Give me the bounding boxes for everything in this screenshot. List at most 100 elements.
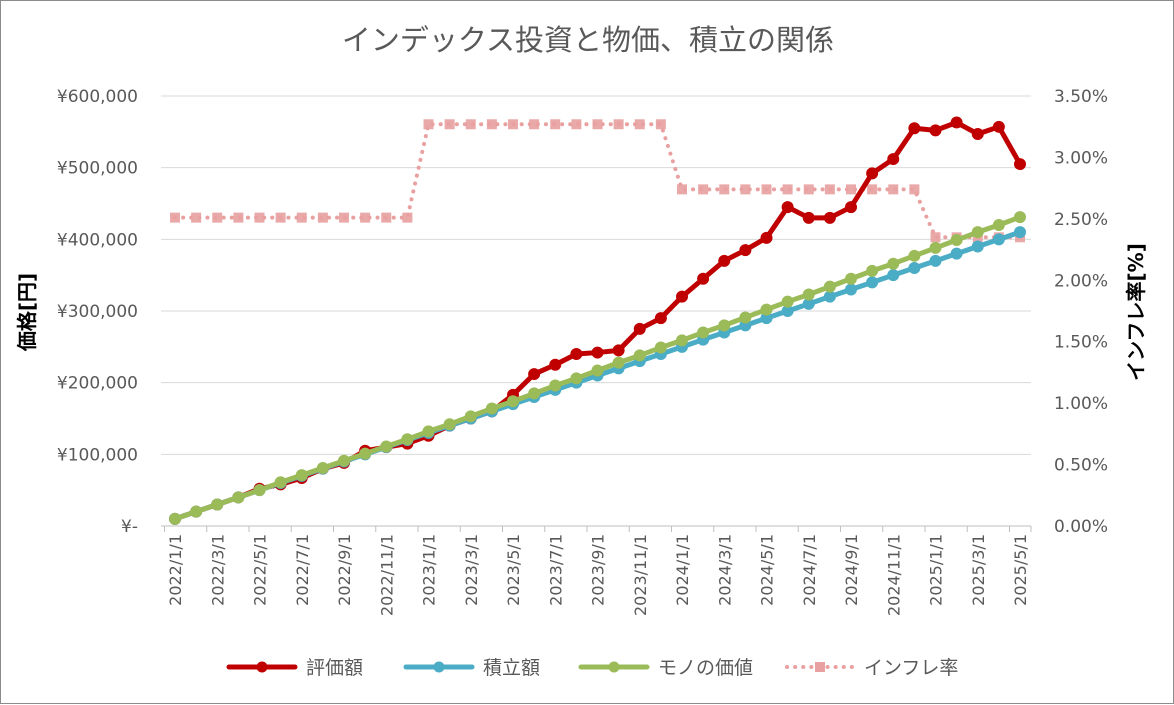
legend-label: インフレ率: [864, 657, 958, 679]
data-point: [654, 341, 667, 354]
y2-tick-label: 1.50%: [1054, 333, 1108, 353]
data-point: [422, 425, 435, 438]
x-tick-label: 2022/3/1: [208, 534, 227, 606]
data-point: [908, 262, 921, 274]
data-point: [887, 257, 900, 270]
data-point: [950, 116, 963, 129]
gridlines: [161, 95, 1031, 527]
data-point: [254, 212, 265, 223]
data-point: [591, 346, 604, 359]
data-point: [233, 212, 244, 223]
data-point: [761, 184, 772, 195]
data-point: [718, 319, 731, 332]
data-point: [295, 469, 308, 482]
x-tick-label: 2023/3/1: [462, 534, 481, 606]
data-point: [760, 231, 773, 244]
data-point: [591, 364, 604, 377]
data-point: [360, 212, 371, 223]
data-point: [655, 119, 666, 130]
legend-label: 評価額: [306, 657, 363, 679]
data-point: [929, 254, 942, 267]
legend: 評価額 積立額 モノの価値 インフレ率: [226, 657, 958, 679]
data-point: [760, 303, 773, 316]
data-point: [823, 280, 836, 293]
x-tick-label: 2023/5/1: [504, 534, 523, 606]
right-axis: 0.00% 0.50% 1.00% 1.50% 2.00% 2.50% 3.00% 3.50%: [1054, 87, 1108, 537]
y2-tick-label: 0.00%: [1054, 517, 1108, 537]
legend-label: モノの価値: [658, 657, 753, 679]
data-point: [739, 244, 752, 257]
data-point: [485, 402, 498, 415]
data-point: [676, 334, 688, 347]
data-point: [1014, 211, 1026, 224]
x-tick-label: 2024/9/1: [842, 534, 861, 606]
data-point: [380, 440, 393, 453]
x-tick-label: 2023/1/1: [420, 534, 439, 606]
data-point: [676, 290, 688, 303]
y2-tick-label: 3.00%: [1054, 148, 1108, 168]
data-point: [971, 226, 984, 239]
data-point: [486, 119, 497, 130]
series-line: [173, 122, 1022, 240]
data-point: [571, 119, 582, 130]
data-point: [296, 212, 307, 223]
data-point: [950, 234, 963, 247]
y2-tick-label: 2.00%: [1054, 271, 1108, 291]
x-tick-label: 2023/7/1: [546, 534, 565, 606]
data-point: [971, 240, 984, 253]
data-point: [846, 184, 856, 195]
data-point: [338, 454, 350, 467]
data-point: [570, 372, 583, 385]
data-point: [992, 120, 1005, 133]
legend-item: 評価額: [226, 657, 363, 679]
y2-axis-title: インフレ率[%]: [1124, 243, 1148, 381]
data-point: [845, 201, 857, 214]
data-point: [698, 184, 709, 195]
data-point: [211, 498, 224, 511]
series-line: [172, 120, 1023, 522]
data-point: [191, 212, 202, 223]
data-point: [781, 201, 794, 214]
data-point: [169, 512, 181, 525]
data-point: [507, 395, 519, 408]
data-point: [444, 119, 455, 130]
legend-label: 積立額: [483, 657, 540, 679]
data-point: [549, 358, 562, 371]
data-point: [170, 212, 180, 223]
x-tick-label: 2022/5/1: [251, 534, 270, 606]
data-point: [1014, 158, 1026, 171]
x-tick-label: 2022/9/1: [335, 534, 354, 606]
data-point: [888, 184, 899, 195]
data-point: [443, 418, 456, 431]
data-point: [823, 290, 836, 303]
data-point: [802, 288, 815, 301]
data-point: [909, 184, 920, 195]
y-tick-label: ¥600,000: [57, 87, 138, 107]
data-point: [654, 312, 667, 325]
data-point: [612, 356, 625, 369]
x-tick-label: 2022/7/1: [293, 534, 312, 606]
data-point: [887, 269, 900, 282]
chart-title: インデックス投資と物価、積立の関係: [342, 23, 834, 57]
x-tick-label: 2024/1/1: [673, 534, 692, 606]
y-tick-label: ¥-: [121, 517, 138, 537]
data-point: [908, 122, 921, 135]
data-point: [381, 212, 392, 223]
data-point: [740, 184, 751, 195]
data-point: [992, 219, 1005, 231]
data-point: [1014, 226, 1026, 239]
legend-swatch-marker: [433, 661, 445, 673]
x-tick-label: 2024/3/1: [715, 534, 734, 606]
data-point: [401, 433, 414, 446]
data-point: [359, 447, 372, 460]
x-tick-label: 2022/11/1: [377, 534, 396, 616]
data-point: [802, 211, 815, 224]
data-point: [930, 232, 941, 243]
y-tick-label: ¥500,000: [57, 159, 138, 179]
x-tick-label: 2025/1/1: [927, 534, 946, 606]
data-point: [950, 247, 963, 260]
data-point: [339, 212, 349, 223]
data-point: [823, 211, 836, 224]
data-point: [190, 505, 203, 518]
data-point: [845, 272, 857, 285]
